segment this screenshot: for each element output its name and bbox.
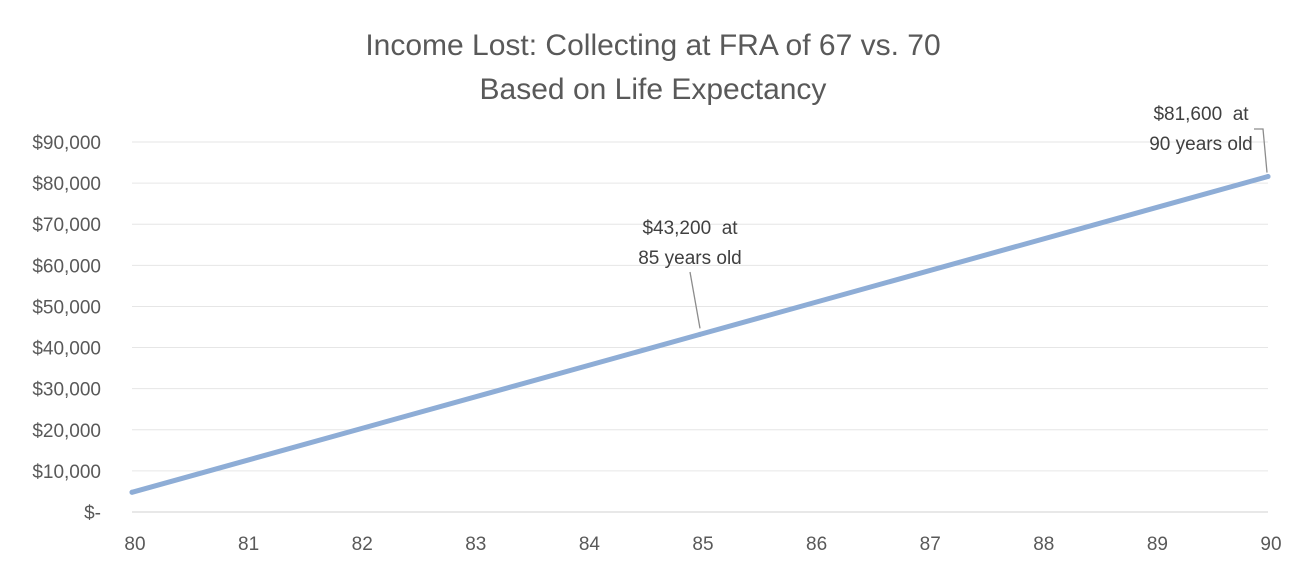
y-tick-label: $60,000 xyxy=(32,256,101,277)
annotation-text: $43,200 at xyxy=(642,218,738,239)
y-tick-label: $10,000 xyxy=(32,462,101,483)
data-point xyxy=(129,489,135,495)
y-tick-label: $50,000 xyxy=(32,297,101,318)
x-tick-label: 81 xyxy=(238,534,259,555)
y-tick-label: $70,000 xyxy=(32,215,101,236)
annotation-label: $81,600 at 90 years old xyxy=(1149,104,1253,155)
x-tick-label: 87 xyxy=(920,534,941,555)
x-tick-label: 88 xyxy=(1033,534,1054,555)
x-tick-label: 90 xyxy=(1260,534,1281,555)
x-tick-label: 85 xyxy=(692,534,713,555)
annotation-leader-line xyxy=(1254,128,1268,173)
grid xyxy=(132,141,1268,472)
chart-title-line-1: Income Lost: Collecting at FRA of 67 vs.… xyxy=(365,29,940,62)
data-point xyxy=(1265,174,1271,180)
series xyxy=(129,174,1271,495)
data-point xyxy=(697,331,703,337)
axes: $- $10,000 $20,000 $30,000 $40,000 $50,000 $60… xyxy=(32,133,1281,555)
chart-title: Income Lost: Collecting at FRA of 67 vs.… xyxy=(365,29,940,106)
y-tick-label: $- xyxy=(84,503,101,524)
annotation-leader-line xyxy=(689,271,701,329)
y-tick-label: $40,000 xyxy=(32,339,101,360)
y-tick-label: $90,000 xyxy=(32,133,101,154)
annotations: $43,200 at 85 years old $81,600 at 90 years… xyxy=(638,104,1268,329)
annotation-text: 90 years old xyxy=(1149,134,1253,155)
y-tick-label: $20,000 xyxy=(32,421,101,442)
x-tick-label: 80 xyxy=(124,534,145,555)
y-tick-label: $80,000 xyxy=(32,174,101,195)
annotation-label: $43,200 at 85 years old xyxy=(638,218,742,269)
y-tick-label: $30,000 xyxy=(32,380,101,401)
x-tick-label: 83 xyxy=(465,534,486,555)
x-tick-label: 86 xyxy=(806,534,827,555)
x-tick-label: 82 xyxy=(352,534,373,555)
x-tick-label: 84 xyxy=(579,534,601,555)
annotation-text: 85 years old xyxy=(638,248,742,269)
annotation-text: $81,600 at xyxy=(1153,104,1249,125)
chart-title-line-2: Based on Life Expectancy xyxy=(480,73,827,106)
x-tick-label: 89 xyxy=(1147,534,1168,555)
